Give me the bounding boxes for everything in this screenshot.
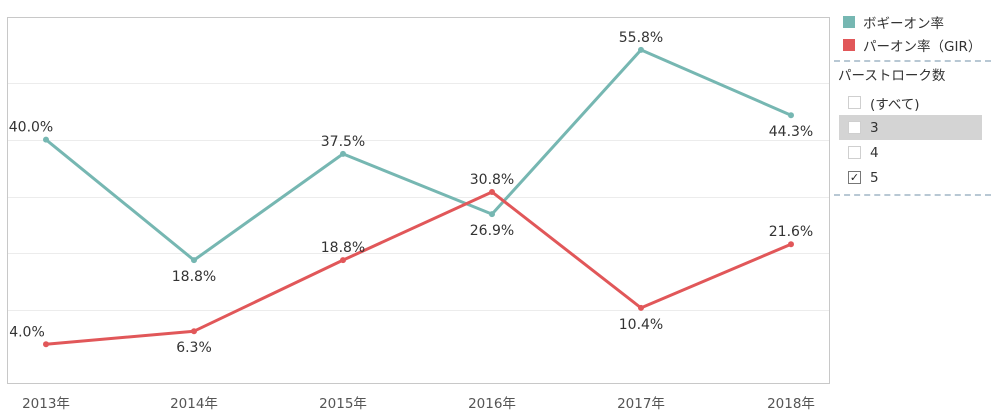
x-tick-label: 2013年 — [22, 396, 70, 412]
filter-title: パーストローク数 — [838, 68, 946, 84]
data-point — [489, 211, 495, 218]
legend-label: ボギーオン率 — [863, 15, 944, 32]
series-line — [45, 190, 792, 346]
data-point — [340, 150, 346, 157]
divider — [834, 60, 991, 62]
filter-option[interactable]: (すべて) — [839, 90, 982, 115]
data-label: 55.8% — [619, 30, 663, 46]
legend-label: パーオン率（GIR） — [863, 38, 982, 55]
plot-frame — [7, 17, 830, 384]
filter-option-label: 5 — [870, 169, 879, 186]
filter-option-label: 3 — [870, 119, 879, 136]
data-point — [340, 257, 346, 264]
filter-checkbox[interactable] — [848, 121, 861, 134]
data-point — [191, 257, 197, 264]
filter-checkbox[interactable]: ✓ — [848, 171, 861, 184]
series-line — [45, 48, 792, 262]
legend-item-gir[interactable]: パーオン率（GIR） — [834, 33, 991, 56]
legend-panel: ボギーオン率 パーオン率（GIR） パーストローク数 (すべて) 3 4 ✓ 5 — [834, 10, 991, 420]
data-label: 40.0% — [9, 120, 53, 136]
line-chart: 2013年 2014年 2015年 2016年 2017年 2018年 40.0% 18.8%… — [7, 17, 830, 412]
divider — [834, 194, 991, 196]
x-tick-label: 2016年 — [468, 396, 516, 412]
filter-list: (すべて) 3 4 ✓ 5 — [834, 90, 991, 190]
data-point — [638, 304, 644, 311]
filter-checkbox[interactable] — [848, 96, 861, 109]
filter-option-label: 4 — [870, 144, 879, 161]
filter-option[interactable]: 4 — [839, 140, 982, 165]
filter-option[interactable]: 3 — [839, 115, 982, 140]
data-point — [638, 46, 644, 53]
x-tick-label: 2015年 — [319, 396, 367, 412]
data-point — [43, 136, 49, 143]
data-point — [191, 328, 197, 335]
data-point — [788, 112, 794, 119]
filter-option[interactable]: ✓ 5 — [839, 165, 982, 190]
data-label: 26.9% — [470, 223, 514, 239]
data-label: 44.3% — [769, 124, 813, 140]
data-label: 18.8% — [321, 240, 365, 256]
data-label: 10.4% — [619, 317, 663, 333]
x-tick-label: 2017年 — [617, 396, 665, 412]
data-label: 21.6% — [769, 224, 813, 240]
legend-swatch-gir — [843, 38, 855, 51]
data-label: 18.8% — [172, 269, 216, 285]
data-point — [788, 241, 794, 248]
legend-swatch-bogey-on — [843, 15, 855, 28]
filter-checkbox[interactable] — [848, 146, 861, 159]
x-tick-label: 2018年 — [767, 396, 815, 412]
chart-svg: 2013年 2014年 2015年 2016年 2017年 2018年 40.0% 18.8%… — [7, 17, 830, 412]
data-point — [489, 188, 495, 195]
filter-option-label: (すべて) — [870, 96, 920, 113]
data-label: 37.5% — [321, 134, 365, 150]
data-label: 6.3% — [176, 340, 212, 356]
x-tick-label: 2014年 — [170, 396, 218, 412]
data-label: 30.8% — [470, 172, 514, 188]
data-point — [43, 341, 49, 348]
legend-item-bogey-on[interactable]: ボギーオン率 — [834, 10, 991, 33]
data-label: 4.0% — [9, 324, 45, 340]
